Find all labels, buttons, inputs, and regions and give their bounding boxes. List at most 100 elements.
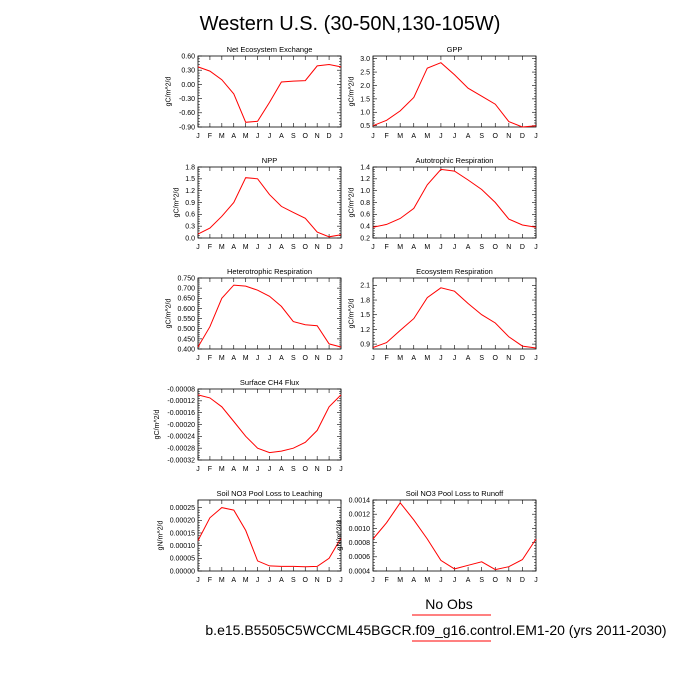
y-tick-label: 1.4 (360, 164, 370, 171)
x-tick-label: A (466, 577, 471, 584)
y-tick-label: 0.00000 (170, 568, 195, 575)
x-tick-label: J (268, 244, 272, 251)
plot-frame (372, 166, 537, 239)
y-tick-label: 0.700 (177, 286, 195, 293)
y-tick-label: 0.400 (177, 346, 195, 353)
y-tick-label: 1.5 (360, 312, 370, 319)
x-tick-label: M (219, 577, 225, 584)
y-tick-label: 0.2 (360, 235, 370, 242)
x-tick-label: D (327, 355, 332, 362)
x-tick-label: J (256, 466, 260, 473)
y-tick-label: 0.0004 (349, 568, 371, 575)
x-tick-label: J (371, 577, 375, 584)
x-tick-label: D (520, 577, 525, 584)
legend-label-model: b.e15.B5505C5WCCML45BGCR.f09_g16.control… (205, 622, 666, 638)
x-tick-label: N (506, 577, 511, 584)
x-tick-label: J (339, 577, 343, 584)
y-tick-label: -0.30 (179, 96, 195, 103)
x-tick-label: J (453, 355, 457, 362)
x-tick-label: J (534, 133, 538, 140)
plot-frame (197, 166, 342, 239)
x-tick-label: A (411, 355, 416, 362)
y-tick-label: 0.00005 (170, 556, 195, 563)
x-tick-label: M (424, 355, 430, 362)
y-tick-label: 0.00010 (170, 543, 195, 550)
x-tick-label: O (303, 577, 309, 584)
x-tick-label: J (268, 466, 272, 473)
x-tick-label: A (231, 355, 236, 362)
x-tick-label: A (231, 244, 236, 251)
x-tick-label: J (534, 244, 538, 251)
panel-title: GPP (447, 45, 463, 54)
x-tick-label: N (506, 133, 511, 140)
x-tick-label: J (339, 355, 343, 362)
y-tick-label: 0.0014 (349, 497, 371, 504)
x-tick-label: M (397, 244, 403, 251)
y-tick-label: 0.750 (177, 275, 195, 282)
x-tick-label: J (371, 355, 375, 362)
x-tick-label: N (315, 355, 320, 362)
x-tick-label: A (279, 466, 284, 473)
x-tick-label: M (397, 577, 403, 584)
panel-9: Soil NO3 Pool Loss to Runoff 0.0014 0.0012… (337, 489, 538, 584)
y-tick-label: 0.650 (177, 296, 195, 303)
y-tick-label: 1.5 (185, 176, 195, 183)
y-tick-label: 1.2 (360, 176, 370, 183)
series-line (197, 63, 342, 123)
x-tick-label: F (384, 133, 388, 140)
x-tick-label: N (315, 244, 320, 251)
x-tick-label: J (439, 355, 443, 362)
y-tick-label: 0.0 (185, 235, 195, 242)
y-tick-label: -0.00012 (167, 398, 195, 405)
y-tick-label: 0.550 (177, 316, 195, 323)
y-tick-label: 1.8 (185, 164, 195, 171)
y-tick-label: -0.00028 (167, 446, 195, 453)
plot-frame (197, 499, 342, 572)
y-tick-label: 0.0008 (349, 540, 371, 547)
x-tick-label: J (196, 577, 200, 584)
y-tick-label: -0.00032 (167, 457, 195, 464)
y-tick-label: -0.00016 (167, 410, 195, 417)
x-tick-label: O (493, 133, 499, 140)
panel-5: Heterotrophic Respiration 0.750 0.700 0.650… (166, 267, 343, 362)
x-tick-label: M (243, 355, 249, 362)
series-line (197, 177, 342, 238)
x-tick-label: F (384, 244, 388, 251)
x-tick-label: J (256, 133, 260, 140)
y-tick-label: 0.6 (360, 212, 370, 219)
x-tick-label: S (291, 466, 296, 473)
panel-title: Net Ecosystem Exchange (227, 45, 313, 54)
x-tick-label: M (424, 244, 430, 251)
panel-title: Surface CH4 Flux (240, 378, 299, 387)
y-tick-label: -0.60 (179, 110, 195, 117)
y-tick-label: -0.00020 (167, 422, 195, 429)
x-tick-label: M (424, 133, 430, 140)
x-tick-label: J (371, 244, 375, 251)
y-axis-label: gC/m^2/d (166, 299, 173, 329)
panel-8: Soil NO3 Pool Loss to Leaching 0.00025 0.0… (158, 489, 343, 584)
y-tick-label: -0.00008 (167, 386, 195, 393)
x-tick-label: A (231, 577, 236, 584)
x-tick-label: N (315, 466, 320, 473)
plot-frame (197, 55, 342, 128)
x-tick-label: N (506, 244, 511, 251)
x-tick-label: J (371, 133, 375, 140)
y-tick-label: 0.0012 (349, 512, 371, 519)
y-tick-label: -0.90 (179, 124, 195, 131)
x-tick-label: A (466, 355, 471, 362)
panel-title: Ecosystem Respiration (416, 267, 493, 276)
x-tick-label: O (303, 244, 309, 251)
y-tick-label: 1.2 (360, 327, 370, 334)
x-tick-label: S (479, 577, 484, 584)
x-tick-label: D (520, 355, 525, 362)
x-tick-label: J (268, 577, 272, 584)
x-tick-label: J (453, 577, 457, 584)
y-tick-label: 2.0 (360, 83, 370, 90)
x-tick-label: S (479, 133, 484, 140)
figure-title: Western U.S. (30-50N,130-105W) (200, 13, 501, 35)
legend-label-obs: No Obs (425, 596, 472, 612)
series-line (197, 394, 342, 454)
y-axis-label: gC/m^2/d (173, 188, 180, 218)
series-line (372, 168, 537, 228)
